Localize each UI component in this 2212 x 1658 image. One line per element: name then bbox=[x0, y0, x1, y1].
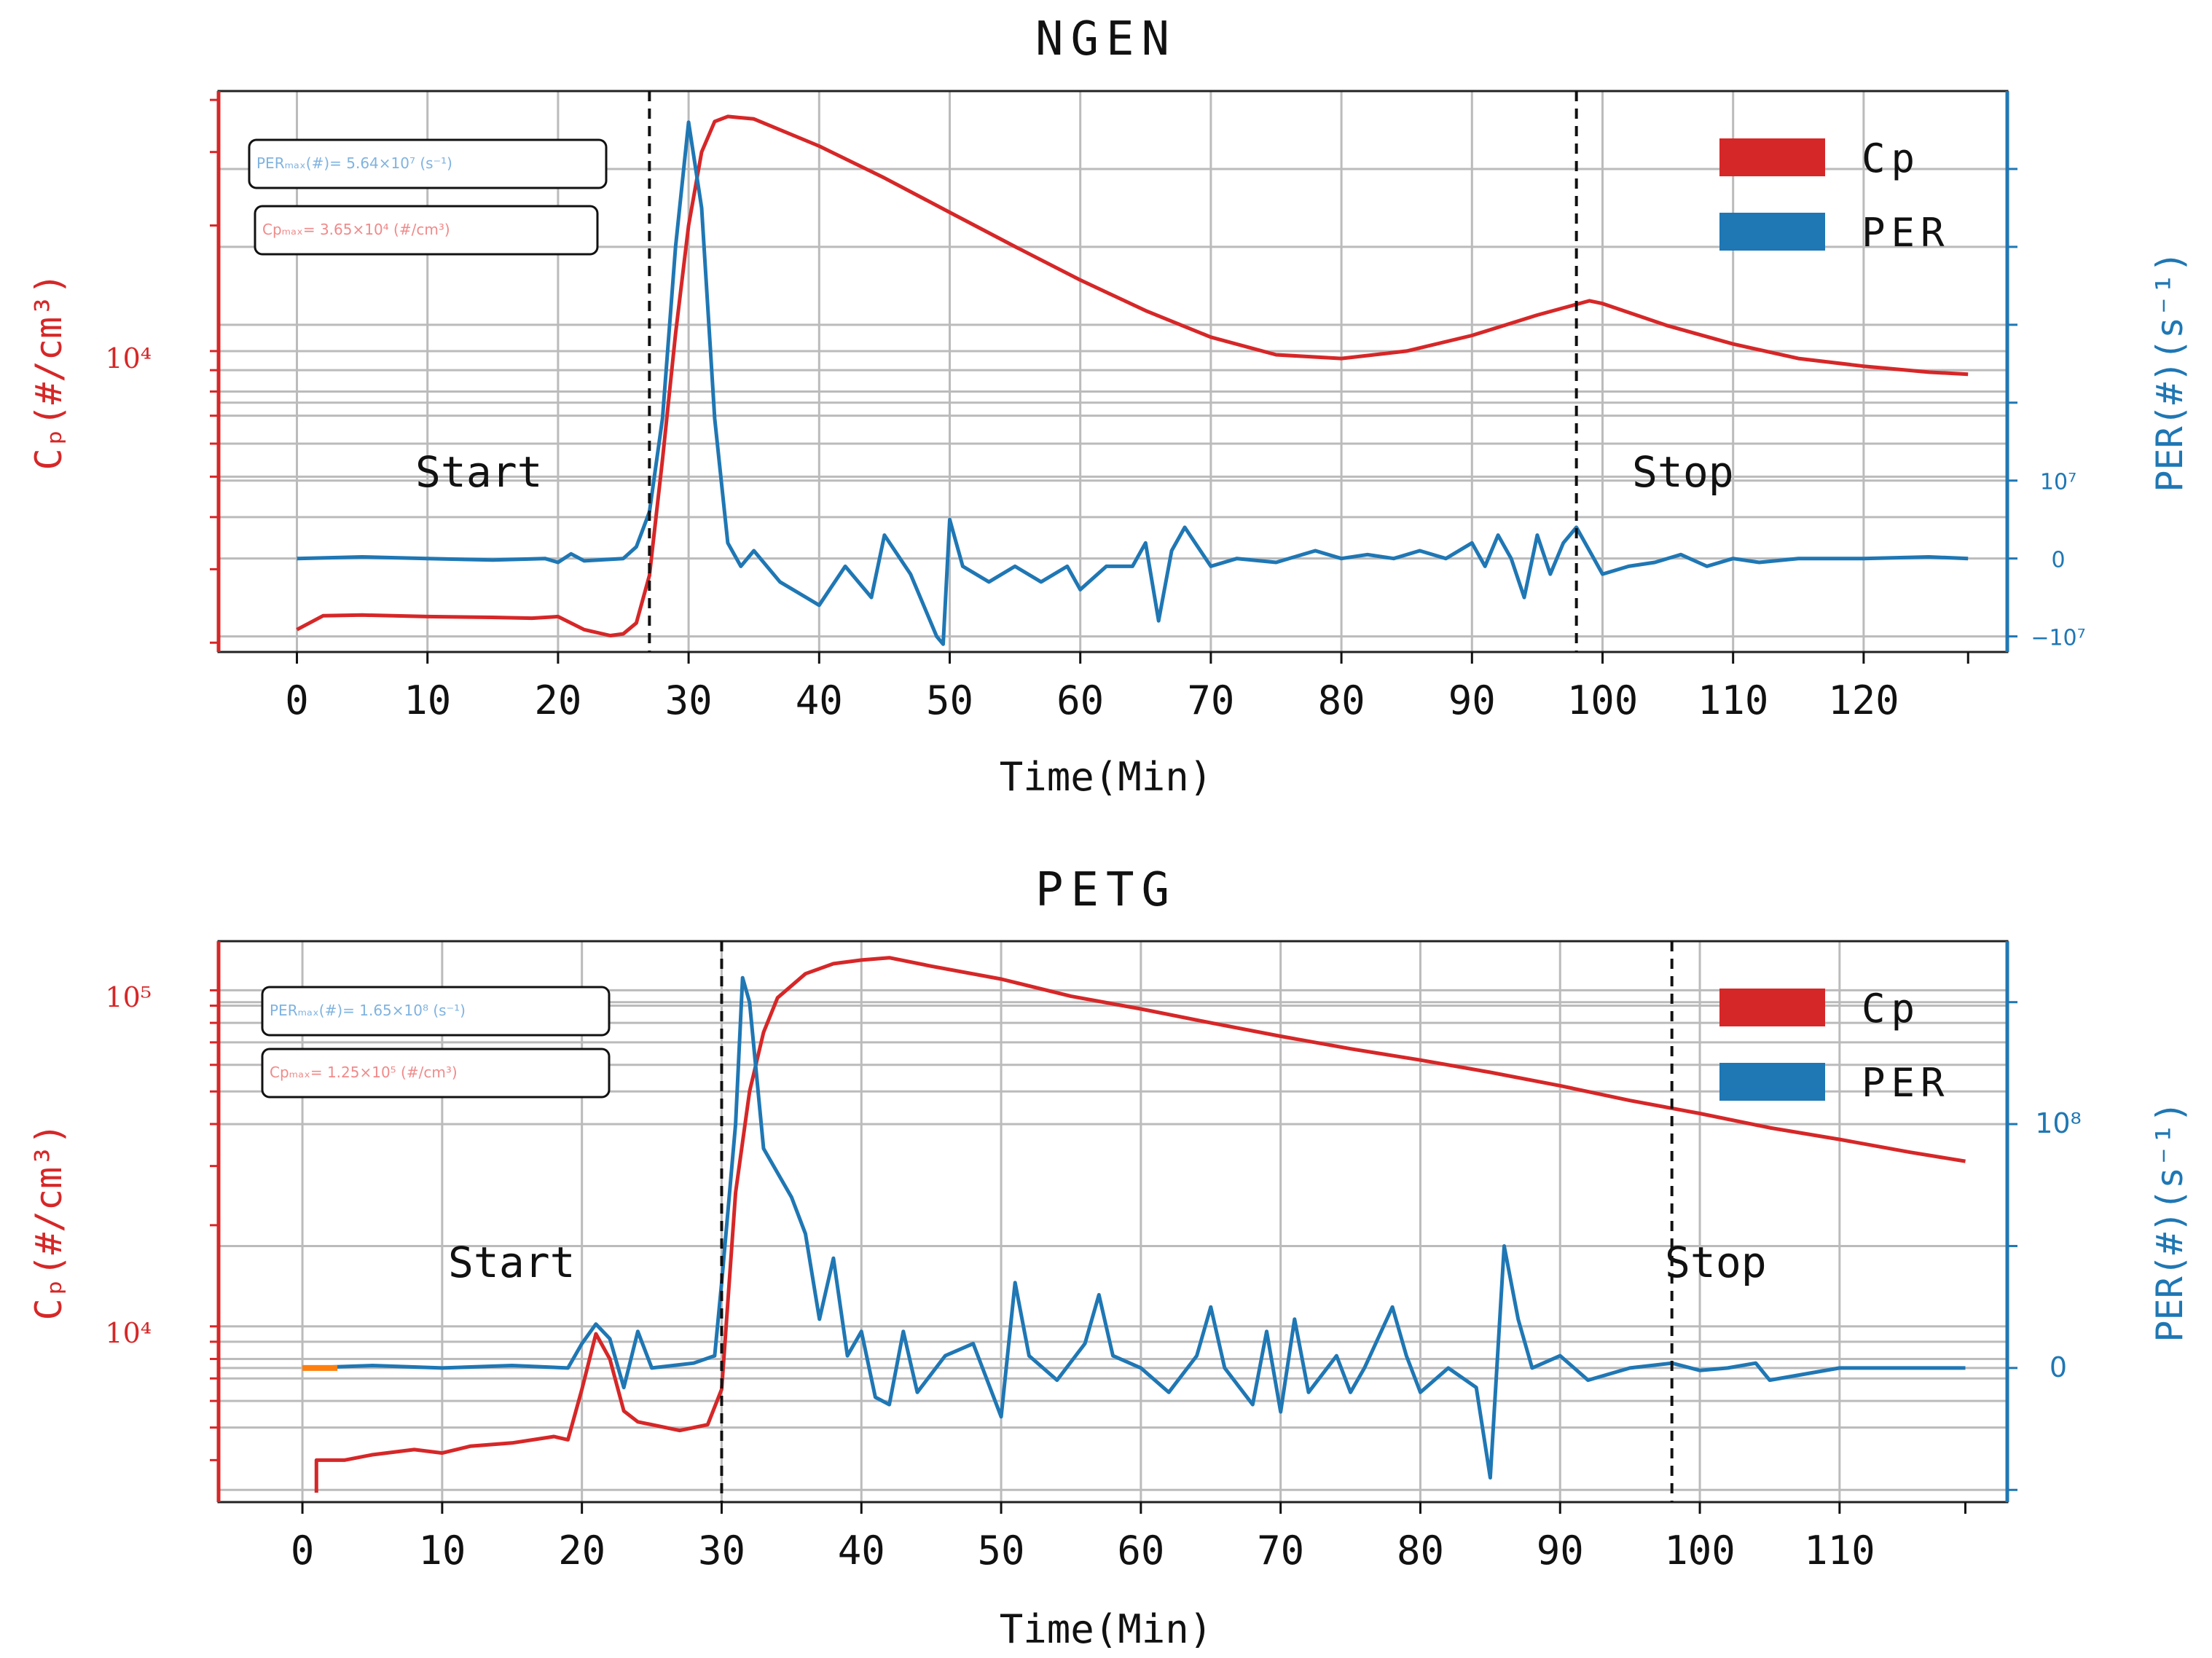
petg-start-annotation: Start bbox=[448, 1238, 576, 1287]
x-tick-label: 10 bbox=[418, 1528, 466, 1573]
x-tick-label: 120 bbox=[1828, 677, 1899, 723]
ngen-left-axis-label: Cₚ(#/cm³) bbox=[28, 273, 70, 471]
x-tick-label: 80 bbox=[1318, 677, 1365, 723]
petg-legend-cp: Cp bbox=[1862, 986, 1921, 1032]
right-tick-label: 10⁸ bbox=[2035, 1107, 2082, 1139]
ngen-legend-cp-swatch bbox=[1719, 138, 1825, 176]
petg-per-max-box bbox=[261, 986, 611, 1037]
petg-cp-max-box bbox=[261, 1048, 611, 1099]
petg-series bbox=[302, 956, 1966, 1493]
ngen-right-axis-label: PER(#)(s⁻¹) bbox=[2149, 251, 2191, 492]
ngen-stop-annotation: Stop bbox=[1632, 447, 1734, 497]
ngen-left-tick-label: 10⁴ bbox=[105, 342, 152, 374]
x-tick-label: 30 bbox=[665, 677, 713, 723]
x-tick-label: 20 bbox=[534, 677, 581, 723]
x-tick-label: 70 bbox=[1257, 1528, 1304, 1573]
x-tick-label: 60 bbox=[1117, 1528, 1164, 1573]
petg-legend-per-swatch bbox=[1719, 1063, 1825, 1101]
petg-panel: PETG 0 10 20 30 40 50 60 70 80 90 100 110 10⁸ 0 Time… bbox=[28, 863, 2191, 1652]
ngen-left-ticks bbox=[210, 98, 219, 644]
ngen-grid bbox=[219, 91, 2007, 652]
x-tick-label: 20 bbox=[558, 1528, 605, 1573]
x-tick-label: 60 bbox=[1056, 677, 1104, 723]
series-per-line bbox=[297, 120, 1969, 646]
x-tick-label: 90 bbox=[1448, 677, 1496, 723]
x-tick-label: 110 bbox=[1698, 677, 1769, 723]
x-tick-label: 30 bbox=[698, 1528, 745, 1573]
petg-stop-annotation: Stop bbox=[1665, 1238, 1767, 1287]
ngen-per-max-text: PERₘₐₓ(#)= 5.64×10⁷ (s⁻¹) bbox=[256, 154, 452, 172]
right-tick-label: 0 bbox=[2050, 1351, 2067, 1383]
ngen-title: NGEN bbox=[1035, 12, 1177, 66]
x-tick-label: 40 bbox=[838, 1528, 885, 1573]
petg-per-max-text: PERₘₐₓ(#)= 1.65×10⁸ (s⁻¹) bbox=[270, 1002, 466, 1019]
x-tick-label: 80 bbox=[1397, 1528, 1444, 1573]
x-tick-label: 0 bbox=[285, 677, 309, 723]
x-tick-label: 0 bbox=[291, 1528, 315, 1573]
ngen-cp-max-text: Cpₘₐₓ= 3.65×10⁴ (#/cm³) bbox=[262, 221, 450, 238]
petg-right-axis-label: PER(#)(s⁻¹) bbox=[2149, 1101, 2191, 1342]
right-tick-label: −10⁷ bbox=[2031, 626, 2085, 651]
ngen-right-ticks: 10⁷ 0 −10⁷ bbox=[2007, 168, 2086, 651]
right-tick-label: 10⁷ bbox=[2040, 470, 2076, 495]
ngen-x-axis-label: Time(Min) bbox=[1000, 754, 1213, 800]
petg-legend-per: PER bbox=[1862, 1060, 1950, 1106]
ngen-x-ticks: 0 10 20 30 40 50 60 70 80 90 100 110 120 bbox=[285, 652, 1969, 723]
series-per-line bbox=[302, 975, 1966, 1480]
series-cp-line bbox=[296, 114, 1969, 637]
petg-x-axis-label: Time(Min) bbox=[1000, 1606, 1213, 1652]
x-tick-label: 10 bbox=[404, 677, 451, 723]
petg-left-ticks bbox=[210, 989, 219, 1461]
ngen-panel: NGEN 0 10 20 30 40 50 60 70 80 90 100 110 120 10⁷ 0 −1… bbox=[28, 12, 2191, 800]
petg-x-ticks: 0 10 20 30 40 50 60 70 80 90 100 110 bbox=[291, 1502, 1966, 1573]
ngen-legend-per-swatch bbox=[1719, 213, 1825, 251]
right-tick-label: 0 bbox=[2051, 548, 2065, 573]
ngen-cp-max-box bbox=[254, 205, 599, 256]
petg-title: PETG bbox=[1035, 863, 1177, 917]
petg-right-ticks: 10⁸ 0 bbox=[2007, 1001, 2082, 1491]
x-tick-label: 100 bbox=[1664, 1528, 1736, 1573]
petg-legend-cp-swatch bbox=[1719, 989, 1825, 1026]
petg-left-tick-label-1e5: 10⁵ bbox=[105, 981, 152, 1013]
x-tick-label: 50 bbox=[978, 1528, 1025, 1573]
x-tick-label: 90 bbox=[1537, 1528, 1584, 1573]
petg-left-axis-label: Cₚ(#/cm³) bbox=[28, 1123, 70, 1321]
ngen-series bbox=[296, 114, 1969, 646]
ngen-per-max-box bbox=[248, 138, 608, 189]
petg-cp-max-text: Cpₘₐₓ= 1.25×10⁵ (#/cm³) bbox=[270, 1064, 458, 1081]
x-tick-label: 50 bbox=[926, 677, 973, 723]
x-tick-label: 40 bbox=[796, 677, 843, 723]
ngen-legend-per: PER bbox=[1862, 210, 1950, 256]
ngen-legend-cp: Cp bbox=[1862, 135, 1921, 181]
x-tick-label: 70 bbox=[1187, 677, 1234, 723]
x-tick-label: 100 bbox=[1567, 677, 1639, 723]
petg-left-tick-label-1e4: 10⁴ bbox=[105, 1317, 152, 1349]
x-tick-label: 110 bbox=[1804, 1528, 1875, 1573]
series-cp-line bbox=[314, 956, 1966, 1493]
ngen-start-annotation: Start bbox=[415, 447, 543, 497]
